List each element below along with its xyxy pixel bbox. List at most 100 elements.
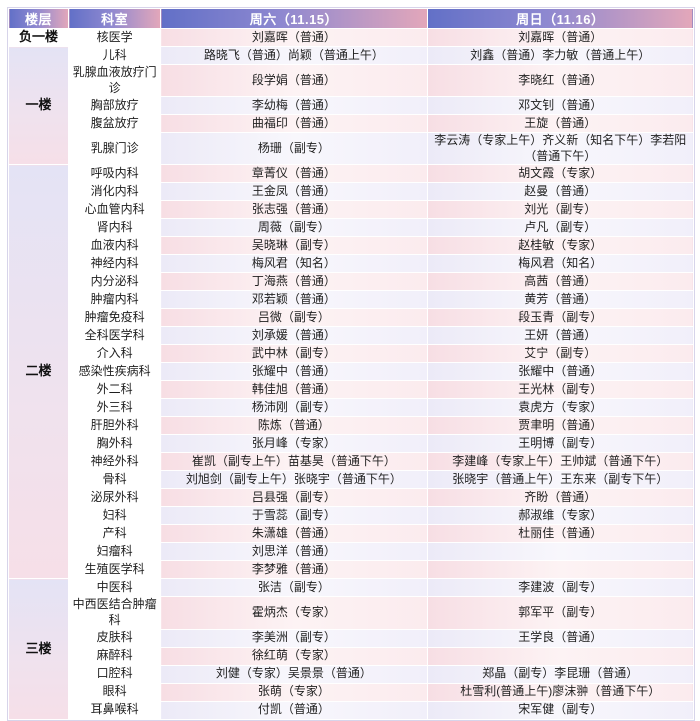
sunday-schedule-cell: 李建波（副专） xyxy=(426,578,695,598)
table-row: 外二科 韩佳旭（普通） 王光林（副专） xyxy=(9,380,695,400)
department-cell: 妇瘤科 xyxy=(68,542,162,562)
table-row: 皮肤科 李美洲（副专） 王学良（普通） xyxy=(9,628,695,648)
table-row: 骨科 刘旭剑（副专上午）张晓宇（普通下午） 张晓宇（普通上午）王东来（副专下午） xyxy=(9,470,695,490)
table-row: 腹盆放疗 曲福印（普通） 王旋（普通） xyxy=(9,114,695,134)
saturday-schedule-cell: 徐红萌（专家） xyxy=(160,646,428,666)
saturday-schedule-cell: 张月峰（专家） xyxy=(160,434,428,454)
saturday-schedule-cell: 刘承媛（普通） xyxy=(160,326,428,346)
saturday-schedule-cell: 于雪蕊（副专） xyxy=(160,506,428,526)
sunday-schedule-cell: 齐盼（普通） xyxy=(426,488,695,508)
floor-cell: 负一楼 xyxy=(7,28,70,47)
saturday-schedule-cell: 周薇（副专） xyxy=(160,218,428,238)
table-row: 胸部放疗 李幼梅（普通） 邓文钊（普通） xyxy=(9,96,695,116)
sunday-schedule-cell: 邓文钊（普通） xyxy=(426,96,695,116)
sunday-schedule-cell xyxy=(426,542,695,562)
table-row: 眼科 张萌（专家） 杜雪利(普通上午)廖沫翀（普通下午） xyxy=(9,682,695,702)
department-cell: 胸部放疗 xyxy=(68,96,162,116)
table-row: 神经外科 崔凯（副专上午）苗基昊（普通下午） 李建峰（专家上午）王帅斌（普通下午） xyxy=(9,452,695,472)
department-cell: 麻醉科 xyxy=(68,646,162,666)
saturday-schedule-cell: 王金凤（普通） xyxy=(160,182,428,202)
saturday-schedule-cell: 陈炼（普通） xyxy=(160,416,428,436)
department-cell: 介入科 xyxy=(68,344,162,364)
department-cell: 乳腺门诊 xyxy=(68,132,162,166)
floor-cell: 三楼 xyxy=(7,578,70,720)
sunday-schedule-cell: 高茜（普通） xyxy=(426,272,695,292)
saturday-schedule-cell: 吕县强（副专） xyxy=(160,488,428,508)
sunday-schedule-cell: 梅风君（知名） xyxy=(426,254,695,274)
department-cell: 中西医结合肿瘤科 xyxy=(68,596,162,630)
sunday-schedule-cell: 袁虎方（专家） xyxy=(426,398,695,418)
department-cell: 腹盆放疗 xyxy=(68,114,162,134)
saturday-schedule-cell: 霍炳杰（专家） xyxy=(160,596,428,630)
table-row: 肿瘤内科 邓若颖（普通） 黄芳（普通） xyxy=(9,290,695,310)
sunday-schedule-cell: 贾聿明（普通） xyxy=(426,416,695,436)
table-row: 肿瘤免疫科 吕微（副专） 段玉青（副专） xyxy=(9,308,695,328)
table-row: 感染性疾病科 张耀中（普通） 张耀中（普通） xyxy=(9,362,695,382)
table-body: 负一楼 核医学 刘嘉晖（普通） 刘嘉晖（普通） 一楼 儿科 路晓飞（普通）尚颖（普通上午）刘… xyxy=(7,28,695,720)
department-cell: 神经外科 xyxy=(68,452,162,472)
sunday-schedule-cell: 王妍（普通） xyxy=(426,326,695,346)
sunday-schedule-cell: 王明博（副专） xyxy=(426,434,695,454)
table-row: 一楼 儿科 路晓飞（普通）尚颖（普通上午） 刘鑫（普通）李力敏（普通上午） xyxy=(7,45,695,166)
department-cell: 神经内科 xyxy=(68,254,162,274)
saturday-schedule-cell: 崔凯（副专上午）苗基昊（普通下午） xyxy=(160,452,428,472)
sunday-schedule-cell: 杜丽佳（普通） xyxy=(426,524,695,544)
saturday-schedule-cell: 张洁（副专） xyxy=(160,578,428,598)
department-cell: 肝胆外科 xyxy=(68,416,162,436)
department-cell: 肿瘤免疫科 xyxy=(68,308,162,328)
saturday-schedule-cell: 朱潇雄（普通） xyxy=(160,524,428,544)
table-row: 耳鼻喉科 付凯（普通） 宋军健（副专） xyxy=(9,700,695,720)
saturday-schedule-cell: 段学娟（普通） xyxy=(160,63,428,98)
sunday-schedule-cell: 郝淑维（专家） xyxy=(426,506,695,526)
sunday-schedule-cell: 张晓宇（普通上午）王东来（副专下午） xyxy=(426,470,695,490)
table-row: 泌尿外科 吕县强（副专） 齐盼（普通） xyxy=(9,488,695,508)
sunday-schedule-cell: 张耀中（普通） xyxy=(426,362,695,382)
saturday-schedule-cell: 丁海燕（普通） xyxy=(160,272,428,292)
table-row: 介入科 武中林（副专） 艾宁（副专） xyxy=(9,344,695,364)
department-cell: 皮肤科 xyxy=(68,628,162,648)
sunday-schedule-cell: 杜雪利(普通上午)廖沫翀（普通下午） xyxy=(426,682,695,702)
table-row: 消化内科 王金凤（普通） 赵曼（普通） xyxy=(9,182,695,202)
department-cell: 中医科 xyxy=(68,578,162,598)
saturday-schedule-cell: 韩佳旭（普通） xyxy=(160,380,428,400)
saturday-schedule-cell: 吴晓琳（副专） xyxy=(160,236,428,256)
department-cell: 妇科 xyxy=(68,506,162,526)
department-cell: 外三科 xyxy=(68,398,162,418)
table-row: 血液内科 吴晓琳（副专） 赵桂敏（专家） xyxy=(9,236,695,256)
table-row: 肝胆外科 陈炼（普通） 贾聿明（普通） xyxy=(9,416,695,436)
sunday-schedule-cell xyxy=(426,646,695,666)
saturday-schedule-cell: 李梦雅（普通） xyxy=(160,560,428,580)
saturday-schedule-cell: 刘健（专家）吴景景（普通） xyxy=(160,664,428,684)
floor-cell: 一楼 xyxy=(7,45,70,166)
sunday-schedule-cell: 李云涛（专家上午）齐义新（知名下午）李若阳（普通下午） xyxy=(426,132,695,166)
sunday-schedule-cell: 刘光（副专） xyxy=(426,200,695,220)
header-row: 楼层 科室 周六（11.15） 周日（11.16） xyxy=(7,8,695,29)
saturday-schedule-cell: 章菁仪（普通） xyxy=(160,164,428,184)
table-row: 麻醉科 徐红萌（专家） xyxy=(9,646,695,666)
table-row: 妇瘤科 刘思洋（普通） xyxy=(9,542,695,562)
department-cell: 外二科 xyxy=(68,380,162,400)
column-header-saturday: 周六（11.15） xyxy=(160,8,428,29)
table-row: 神经内科 梅风君（知名） 梅风君（知名） xyxy=(9,254,695,274)
department-cell: 感染性疾病科 xyxy=(68,362,162,382)
column-header-department: 科室 xyxy=(68,8,162,29)
sunday-schedule-cell: 段玉青（副专） xyxy=(426,308,695,328)
department-cell: 肾内科 xyxy=(68,218,162,238)
table-row: 中西医结合肿瘤科 霍炳杰（专家） 郭军平（副专） xyxy=(9,596,695,630)
sunday-schedule-cell: 王学良（普通） xyxy=(426,628,695,648)
department-cell: 耳鼻喉科 xyxy=(68,700,162,720)
saturday-schedule-cell: 梅风君（知名） xyxy=(160,254,428,274)
saturday-schedule-cell: 刘嘉晖（普通） xyxy=(160,28,428,47)
sunday-schedule-cell: 李建峰（专家上午）王帅斌（普通下午） xyxy=(426,452,695,472)
sunday-schedule-cell: 赵曼（普通） xyxy=(426,182,695,202)
table-row: 全科医学科 刘承媛（普通） 王妍（普通） xyxy=(9,326,695,346)
table-row: 心血管内科 张志强（普通） 刘光（副专） xyxy=(9,200,695,220)
saturday-schedule-cell: 武中林（副专） xyxy=(160,344,428,364)
sunday-schedule-cell: 李晓红（普通） xyxy=(426,63,695,98)
sunday-schedule-cell: 王旋（普通） xyxy=(426,114,695,134)
table-row: 胸外科 张月峰（专家） 王明博（副专） xyxy=(9,434,695,454)
department-cell: 血液内科 xyxy=(68,236,162,256)
department-cell: 肿瘤内科 xyxy=(68,290,162,310)
department-cell: 消化内科 xyxy=(68,182,162,202)
saturday-schedule-cell: 路晓飞（普通）尚颖（普通上午） xyxy=(160,46,428,65)
